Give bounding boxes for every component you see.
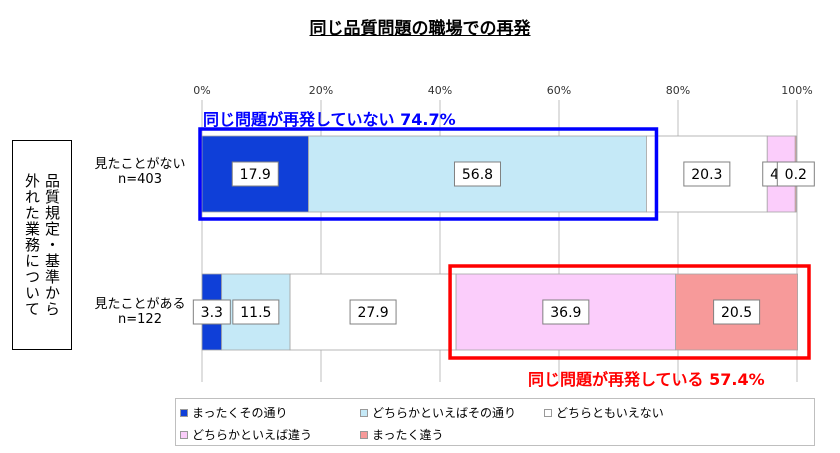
data-label: 20.3: [691, 167, 722, 183]
annotation-text: 同じ問題が再発している: [528, 370, 704, 389]
legend-label: どちらともいえない: [556, 406, 664, 420]
legend-label: まったくその通り: [192, 406, 288, 420]
annotation-value: 57.4%: [709, 370, 765, 389]
legend-label: どちらかといえばその通り: [372, 406, 517, 420]
data-label-box: [231, 161, 279, 187]
data-label-box: [542, 299, 590, 325]
x-tick-label: 40%: [428, 84, 452, 97]
x-tick-label: 60%: [547, 84, 571, 97]
x-tick-label: 20%: [309, 84, 333, 97]
annotation-not-recurring: 同じ問題が再発していない 74.7%: [203, 106, 456, 130]
category-name: 見たことがない: [94, 157, 186, 172]
highlight-box-not-recurring: [198, 127, 659, 221]
data-label: 3.3: [201, 305, 223, 321]
data-label: 0.2: [785, 167, 807, 183]
legend-swatch: [360, 408, 368, 417]
category-label-1: 見たことがない n=403: [90, 153, 190, 187]
legend-label: まったく違う: [372, 428, 444, 442]
annotation-value: 74.7%: [400, 110, 456, 129]
data-label: 27.9: [357, 305, 388, 321]
data-label-box: [776, 161, 815, 187]
legend: まったくその通り どちらかといえばその通り どちらともいえない どちらかといえば…: [175, 398, 815, 446]
x-tick-label: 80%: [666, 84, 690, 97]
data-label: 56.8: [462, 167, 493, 183]
category-n: n=122: [118, 312, 162, 327]
data-label-box: [683, 161, 731, 187]
chart-title: 同じ品質問題の職場での再発: [309, 19, 531, 39]
y-axis-title-line-1: 品質規定・基準から: [43, 173, 61, 317]
data-label: 17.9: [240, 167, 271, 183]
legend-item-4: どちらかといえば違う: [180, 426, 312, 443]
legend-swatch: [360, 430, 368, 439]
data-label: 36.9: [550, 305, 581, 321]
category-label-2: 見たことがある n=122: [90, 293, 190, 327]
legend-swatch: [544, 408, 552, 417]
data-label-box: [713, 299, 761, 325]
legend-label: どちらかといえば違う: [192, 428, 313, 442]
highlight-box-recurring: [448, 264, 811, 360]
legend-item-5: まったく違う: [360, 426, 444, 443]
data-label-box: [192, 299, 231, 325]
data-label-box: [453, 161, 501, 187]
category-n: n=403: [118, 172, 162, 187]
y-axis-title: 品質規定・基準から 外れた業務について: [12, 140, 72, 350]
legend-item-1: まったくその通り: [180, 404, 288, 421]
legend-item-3: どちらともいえない: [544, 404, 664, 421]
category-name: 見たことがある: [94, 297, 186, 312]
data-label-box: [232, 299, 280, 325]
y-axis-title-line-2: 外れた業務について: [23, 173, 41, 317]
data-label: 20.5: [721, 305, 752, 321]
legend-swatch: [180, 408, 188, 417]
x-tick-label: 0%: [193, 84, 210, 97]
data-label-box: [349, 299, 397, 325]
legend-swatch: [180, 430, 188, 439]
legend-item-2: どちらかといえばその通り: [360, 404, 516, 421]
data-label: 11.5: [240, 305, 271, 321]
annotation-recurring: 同じ問題が再発している 57.4%: [528, 366, 765, 390]
x-tick-label: 100%: [781, 84, 812, 97]
annotation-text: 同じ問題が再発していない: [203, 110, 395, 129]
